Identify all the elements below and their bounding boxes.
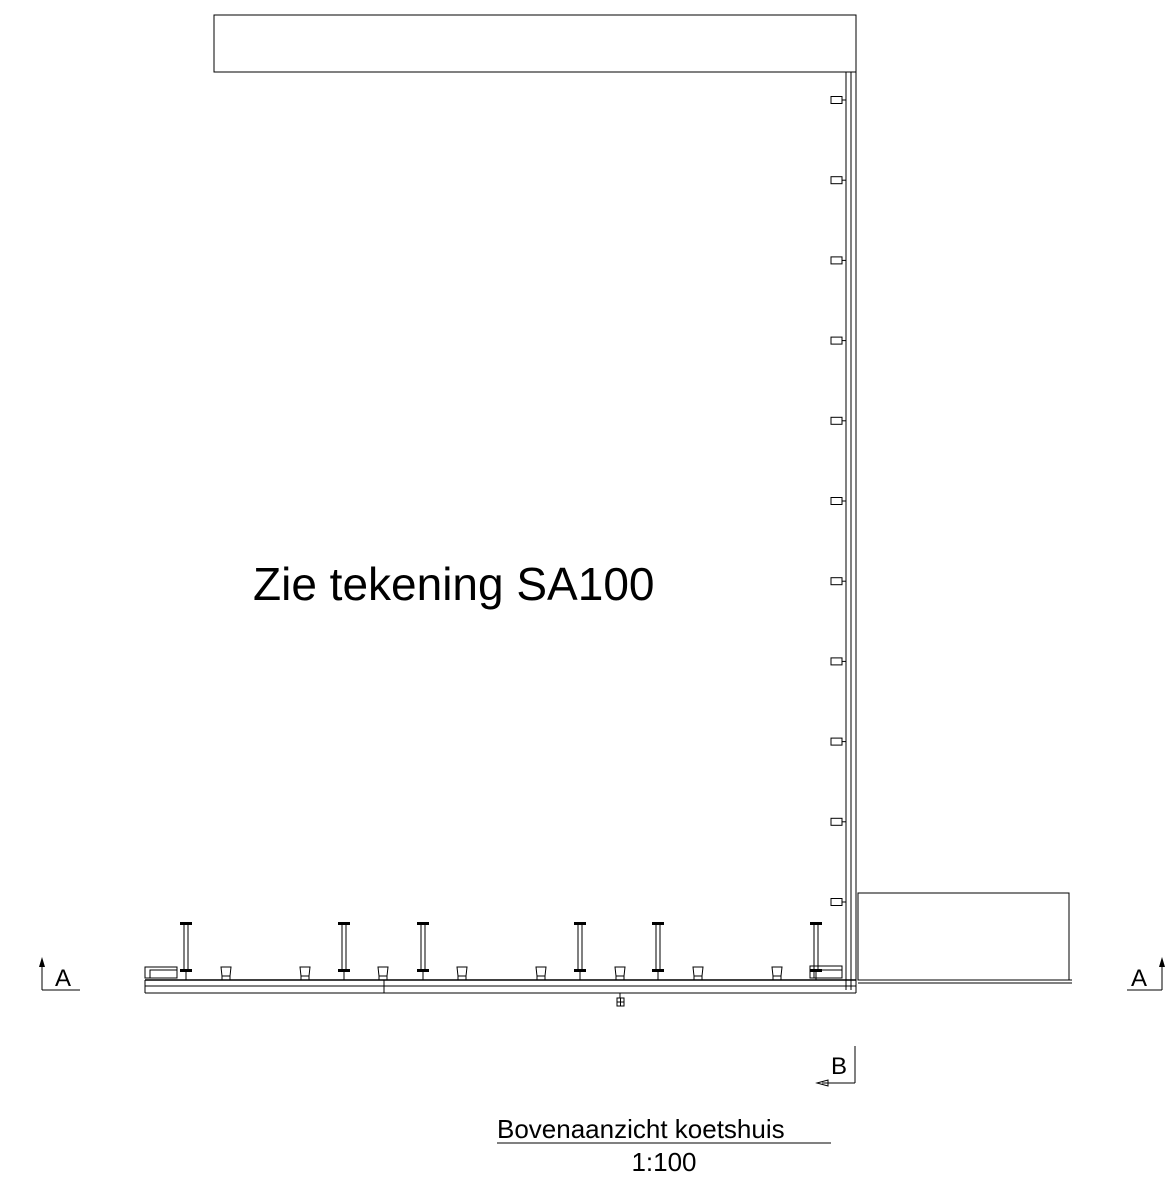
cup-fixture: [299, 966, 311, 980]
cup-fixtures: [220, 966, 783, 980]
column: [810, 922, 822, 980]
wall-fixture: [830, 577, 846, 586]
column: [180, 922, 192, 980]
column: [652, 922, 664, 980]
cup-fixture: [377, 966, 389, 980]
wall-fixture: [830, 817, 846, 826]
section-marker-a-left: A: [39, 957, 80, 992]
columns: [180, 922, 822, 980]
section-label-b: B: [831, 1053, 847, 1080]
right-block: [857, 892, 1072, 984]
wall-fixture: [830, 737, 846, 746]
wall-fixture: [830, 657, 846, 666]
drawing-note: Zie tekening SA100: [253, 558, 655, 610]
grid-box-icon: [616, 993, 625, 1007]
wall-fixture: [830, 96, 846, 104]
drawing-title: Bovenaanzicht koetshuis: [497, 1114, 785, 1144]
wall-fixture: [830, 416, 846, 425]
drawing-scale: 1:100: [631, 1147, 696, 1177]
column: [338, 922, 350, 980]
column: [574, 922, 586, 980]
cup-fixture: [535, 966, 547, 980]
cup-fixture: [692, 966, 704, 980]
horizontal-wall: [144, 979, 856, 994]
wall-fixture: [830, 497, 846, 505]
section-marker-a-right: A: [1127, 957, 1165, 992]
wall-fixture: [830, 336, 846, 345]
wall-fixture: [830, 176, 846, 185]
cup-fixture: [456, 966, 468, 980]
section-marker-b: B: [815, 1046, 856, 1087]
top-block: [213, 14, 857, 73]
section-label-a-right: A: [1131, 965, 1147, 992]
wall-fixtures: [830, 96, 846, 906]
section-label-a-left: A: [55, 965, 71, 992]
cup-fixture: [614, 966, 626, 980]
column: [417, 922, 429, 980]
cup-fixture: [771, 966, 783, 980]
vertical-wall: [845, 32, 857, 993]
wall-fixture: [830, 256, 846, 265]
left-end-unit: [144, 966, 178, 979]
wall-fixture: [830, 898, 846, 906]
cup-fixture: [220, 966, 232, 980]
